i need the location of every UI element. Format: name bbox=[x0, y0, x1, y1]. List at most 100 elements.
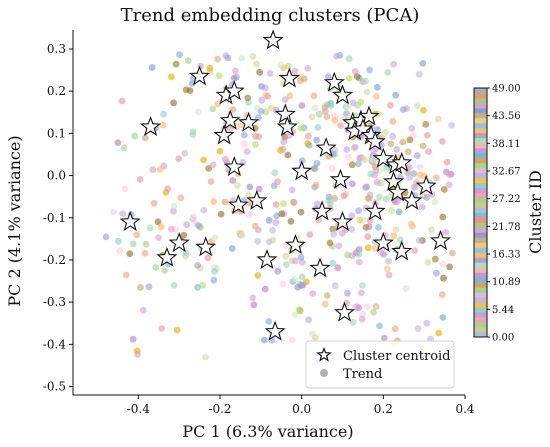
trend-point bbox=[288, 186, 296, 194]
trend-point bbox=[211, 268, 219, 275]
trend-point bbox=[183, 221, 191, 229]
trend-point bbox=[118, 97, 126, 105]
trend-point bbox=[150, 199, 158, 207]
colorbar-segment bbox=[474, 312, 487, 318]
trend-point bbox=[277, 61, 285, 69]
trend-point bbox=[291, 257, 299, 265]
y-tick-label: 0.3 bbox=[47, 42, 66, 56]
trend-point bbox=[155, 234, 162, 242]
trend-point bbox=[159, 121, 167, 129]
trend-point bbox=[232, 67, 239, 75]
trend-point bbox=[139, 306, 147, 314]
trend-point bbox=[209, 161, 217, 169]
trend-point bbox=[221, 198, 229, 206]
trend-point bbox=[311, 104, 319, 112]
trend-point bbox=[382, 128, 389, 136]
trend-point bbox=[351, 143, 359, 151]
legend: Cluster centroid Trend bbox=[305, 340, 455, 389]
trend-point bbox=[374, 126, 381, 133]
trend-point bbox=[420, 106, 427, 114]
colorbar-tick-label: 16.33 bbox=[492, 250, 521, 261]
legend-circle-marker bbox=[320, 369, 328, 377]
trend-point bbox=[304, 64, 312, 72]
trend-point bbox=[194, 261, 202, 269]
trend-point bbox=[371, 244, 379, 252]
colorbar-segment bbox=[474, 202, 487, 208]
trend-point bbox=[245, 191, 253, 199]
trend-point bbox=[388, 206, 395, 214]
legend-frame bbox=[305, 340, 455, 389]
trend-point bbox=[366, 216, 374, 224]
trend-point bbox=[423, 194, 430, 201]
y-tick-label: 0.2 bbox=[47, 84, 66, 98]
trend-point bbox=[282, 252, 290, 260]
cluster-centroid-star bbox=[334, 301, 356, 322]
colorbar-segment bbox=[474, 222, 487, 228]
trend-point bbox=[254, 272, 262, 279]
x-axis-title: PC 1 (6.3% variance) bbox=[182, 422, 353, 441]
trend-point bbox=[416, 163, 424, 171]
trend-point bbox=[154, 218, 162, 226]
trend-point bbox=[399, 138, 407, 146]
trend-point bbox=[272, 219, 280, 227]
trend-point bbox=[296, 306, 303, 313]
trend-point bbox=[419, 142, 427, 150]
colorbar-segment bbox=[474, 272, 487, 278]
cluster-centroid-star bbox=[311, 200, 333, 221]
trend-point bbox=[361, 156, 368, 164]
trend-point bbox=[291, 67, 299, 75]
trend-point bbox=[432, 174, 440, 182]
trend-point bbox=[330, 230, 337, 238]
trend-point bbox=[214, 100, 222, 108]
trend-point bbox=[344, 289, 351, 297]
trend-point bbox=[439, 138, 446, 145]
trend-point bbox=[370, 308, 377, 316]
trend-point bbox=[186, 87, 194, 94]
trend-point bbox=[133, 347, 141, 355]
trend-point bbox=[264, 92, 272, 100]
trend-point bbox=[310, 92, 318, 100]
cluster-centroid-star bbox=[382, 170, 405, 191]
trend-point bbox=[326, 239, 334, 247]
colorbar-segment bbox=[474, 287, 487, 293]
trend-point bbox=[433, 269, 440, 277]
trend-point bbox=[296, 77, 304, 85]
trend-point bbox=[160, 162, 168, 170]
trend-point bbox=[253, 60, 260, 68]
cluster-centroid-star bbox=[364, 130, 386, 151]
trend-point bbox=[309, 330, 316, 338]
cluster-centroid-star bbox=[246, 189, 268, 210]
trend-point bbox=[312, 181, 320, 189]
cluster-centroid-star bbox=[262, 29, 284, 50]
colorbar-segment bbox=[474, 282, 487, 288]
trend-point bbox=[190, 213, 198, 221]
cluster-centroid-star bbox=[364, 200, 386, 221]
cluster-centroid-star bbox=[140, 116, 162, 136]
trend-point bbox=[114, 139, 122, 147]
trend-point bbox=[234, 182, 241, 189]
trend-point bbox=[240, 131, 248, 139]
trend-point bbox=[278, 210, 286, 218]
colorbar-segment bbox=[474, 252, 487, 258]
trend-point bbox=[373, 93, 380, 100]
trend-point bbox=[439, 314, 447, 321]
trend-point bbox=[334, 264, 342, 272]
trend-point bbox=[173, 326, 181, 334]
trend-point bbox=[148, 64, 156, 71]
cluster-centroid-star bbox=[213, 124, 235, 145]
colorbar-segment bbox=[474, 102, 487, 109]
colorbar-segment bbox=[474, 182, 487, 188]
trend-point bbox=[445, 181, 453, 189]
colorbar-frame bbox=[473, 87, 488, 338]
trend-point bbox=[261, 285, 269, 293]
cluster-centroid-star bbox=[156, 246, 178, 267]
trend-point bbox=[126, 250, 134, 258]
trend-point bbox=[406, 173, 414, 181]
trend-point bbox=[274, 267, 281, 275]
trend-point bbox=[170, 281, 178, 289]
trend-point bbox=[249, 294, 257, 302]
trend-point bbox=[349, 99, 357, 107]
trend-point bbox=[298, 102, 306, 109]
trend-point bbox=[157, 223, 165, 231]
